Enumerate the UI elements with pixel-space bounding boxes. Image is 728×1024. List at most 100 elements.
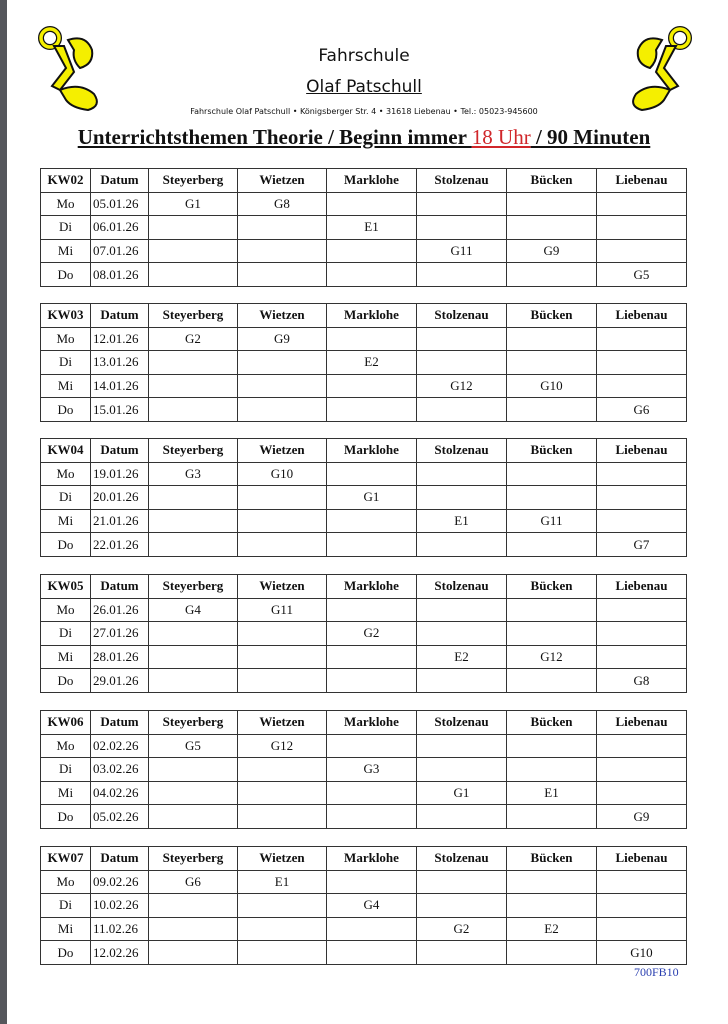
document-code: 700FB10 — [634, 965, 679, 979]
date-cell: 29.01.26 — [90, 668, 149, 693]
table-row: Do 08.01.26 G5 — [40, 262, 687, 287]
topic-cell — [326, 397, 417, 422]
topic-cell — [326, 940, 417, 965]
column-header: Steyerberg — [148, 303, 238, 328]
table-row: Mi 07.01.26 G11 G9 — [40, 238, 687, 264]
date-cell: 04.02.26 — [90, 780, 149, 806]
date-cell: 19.01.26 — [90, 461, 149, 487]
day-cell: Do — [40, 804, 91, 829]
table-row: Mi 14.01.26 G12 G10 — [40, 373, 687, 399]
date-cell: 13.01.26 — [90, 350, 149, 375]
topic-cell: E2 — [506, 916, 597, 942]
week-table-kw02: KW02 Datum Steyerberg Wietzen Marklohe Stolze… — [40, 168, 687, 287]
column-header: Marklohe — [326, 574, 417, 599]
topic-cell: E1 — [416, 508, 507, 534]
date-cell: 22.01.26 — [90, 532, 149, 557]
topic-cell — [237, 262, 327, 287]
topic-cell: G12 — [237, 733, 327, 759]
school-name-line1: Fahrschule — [318, 46, 410, 66]
topic-cell — [416, 597, 507, 623]
topic-cell: G9 — [237, 326, 327, 352]
topic-cell — [596, 191, 687, 217]
column-header: Wietzen — [237, 303, 327, 328]
week-table-kw07: KW07 Datum Steyerberg Wietzen Marklohe Stolze… — [40, 846, 687, 965]
column-header: Stolzenau — [416, 846, 507, 871]
column-header: Datum — [90, 303, 149, 328]
topic-cell — [326, 916, 417, 942]
date-cell: 12.02.26 — [90, 940, 149, 965]
column-header: Marklohe — [326, 303, 417, 328]
topic-cell — [326, 668, 417, 693]
topic-cell — [237, 532, 327, 557]
topic-cell — [237, 668, 327, 693]
column-header: Datum — [90, 710, 149, 735]
table-row: Do 29.01.26 G8 — [40, 668, 687, 693]
topic-cell — [148, 668, 238, 693]
column-header: Wietzen — [237, 168, 327, 193]
column-header: Bücken — [506, 846, 597, 871]
table-row: Di 20.01.26 G1 — [40, 485, 687, 510]
day-cell: Mo — [40, 461, 91, 487]
table-row: Di 06.01.26 E1 — [40, 215, 687, 240]
topic-cell — [148, 215, 238, 240]
school-owner-name: Olaf Patschull — [306, 77, 422, 97]
day-cell: Di — [40, 350, 91, 375]
topic-cell: G10 — [596, 940, 687, 965]
date-cell: 21.01.26 — [90, 508, 149, 534]
topic-cell — [237, 804, 327, 829]
column-header: Liebenau — [596, 710, 687, 735]
topic-cell — [506, 350, 597, 375]
date-cell: 26.01.26 — [90, 597, 149, 623]
topic-cell — [416, 869, 507, 895]
topic-cell — [148, 621, 238, 646]
date-cell: 05.01.26 — [90, 191, 149, 217]
day-cell: Mo — [40, 869, 91, 895]
day-cell: Do — [40, 668, 91, 693]
day-cell: Mo — [40, 733, 91, 759]
topic-cell — [416, 350, 507, 375]
column-header: Marklohe — [326, 710, 417, 735]
topic-cell — [416, 262, 507, 287]
table-row: Mi 21.01.26 E1 G11 — [40, 508, 687, 534]
topic-cell — [596, 485, 687, 510]
topic-cell — [506, 668, 597, 693]
table-row: Do 12.02.26 G10 — [40, 940, 687, 965]
column-header: Bücken — [506, 168, 597, 193]
date-cell: 11.02.26 — [90, 916, 149, 942]
topic-cell: E1 — [506, 780, 597, 806]
school-name-line2: Olaf Patschull — [0, 77, 728, 97]
column-header: Bücken — [506, 303, 597, 328]
topic-cell — [416, 804, 507, 829]
day-cell: Do — [40, 940, 91, 965]
topic-cell — [237, 373, 327, 399]
table-row: Di 13.01.26 E2 — [40, 350, 687, 375]
topic-cell: G2 — [416, 916, 507, 942]
topic-cell — [237, 215, 327, 240]
day-cell: Mi — [40, 780, 91, 806]
topic-cell — [148, 508, 238, 534]
topic-cell — [416, 757, 507, 782]
topic-cell — [596, 326, 687, 352]
date-cell: 06.01.26 — [90, 215, 149, 240]
topic-cell — [506, 461, 597, 487]
week-label: KW06 — [40, 710, 91, 735]
topic-cell: E1 — [237, 869, 327, 895]
topic-cell — [506, 532, 597, 557]
date-cell: 08.01.26 — [90, 262, 149, 287]
topic-cell — [596, 621, 687, 646]
date-cell: 05.02.26 — [90, 804, 149, 829]
topic-cell — [596, 757, 687, 782]
topic-cell — [506, 597, 597, 623]
topic-cell — [506, 191, 597, 217]
title-duration: / 90 Minuten — [530, 125, 651, 149]
column-header: Stolzenau — [416, 438, 507, 463]
topic-cell — [506, 397, 597, 422]
topic-cell — [326, 326, 417, 352]
topic-cell — [596, 780, 687, 806]
topic-cell — [596, 238, 687, 264]
column-header: Datum — [90, 168, 149, 193]
column-header: Wietzen — [237, 710, 327, 735]
week-label: KW04 — [40, 438, 91, 463]
topic-cell — [326, 373, 417, 399]
date-cell: 12.01.26 — [90, 326, 149, 352]
